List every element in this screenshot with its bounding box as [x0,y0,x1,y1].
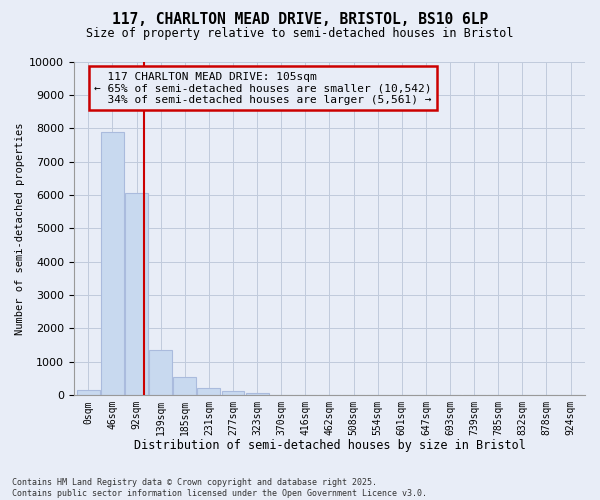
Text: Contains HM Land Registry data © Crown copyright and database right 2025.
Contai: Contains HM Land Registry data © Crown c… [12,478,427,498]
Text: 117 CHARLTON MEAD DRIVE: 105sqm
← 65% of semi-detached houses are smaller (10,54: 117 CHARLTON MEAD DRIVE: 105sqm ← 65% of… [94,72,432,104]
Bar [101,132,124,395]
Bar [173,377,196,395]
Text: 117, CHARLTON MEAD DRIVE, BRISTOL, BS10 6LP: 117, CHARLTON MEAD DRIVE, BRISTOL, BS10 … [112,12,488,28]
Bar [77,390,100,395]
Bar [125,194,148,395]
Bar [221,391,244,395]
Bar [245,393,269,395]
Text: Size of property relative to semi-detached houses in Bristol: Size of property relative to semi-detach… [86,28,514,40]
Bar [197,388,220,395]
Bar [149,350,172,395]
Y-axis label: Number of semi-detached properties: Number of semi-detached properties [15,122,25,334]
X-axis label: Distribution of semi-detached houses by size in Bristol: Distribution of semi-detached houses by … [134,440,526,452]
